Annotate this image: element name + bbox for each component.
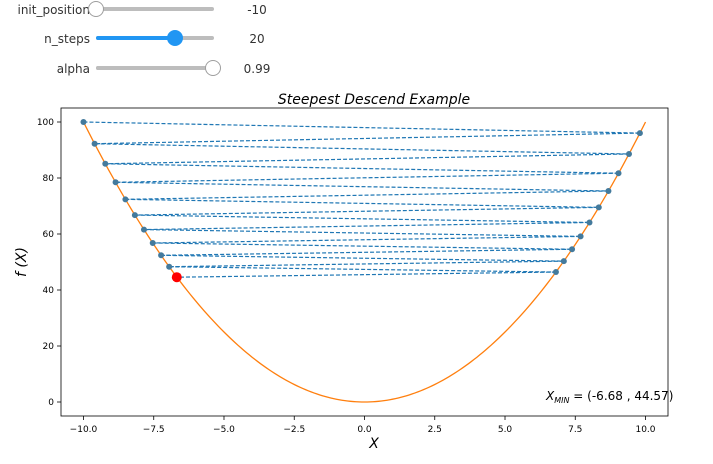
plot-area — [61, 108, 668, 416]
x-tick-label: 7.5 — [568, 425, 582, 435]
slider-alpha: alpha 0.99 — [0, 59, 300, 79]
slider-thumb-n_steps[interactable] — [166, 30, 183, 46]
xmin-annotation-main: X — [545, 389, 555, 403]
path-point — [586, 219, 593, 226]
path-segment — [125, 198, 599, 208]
path-point — [577, 233, 584, 240]
y-tick-label: 0 — [48, 398, 54, 408]
path-segment — [105, 163, 619, 174]
series-path — [80, 119, 643, 281]
path-segment — [115, 181, 609, 192]
path-segment — [125, 190, 609, 200]
chart-title: Steepest Descend Example — [278, 92, 470, 108]
x-tick-label: 2.5 — [428, 425, 442, 435]
slider-track-alpha[interactable] — [96, 60, 221, 76]
slider-value-n_steps: 20 — [249, 32, 265, 46]
xmin-annotation-sub: MIN — [554, 396, 569, 405]
path-point — [131, 212, 138, 219]
path-point — [140, 226, 147, 233]
path-segment — [152, 235, 581, 244]
path-point — [636, 130, 643, 137]
path-segment — [94, 143, 630, 155]
path-segment — [143, 228, 581, 238]
path-segment — [161, 254, 564, 262]
path-segment — [161, 248, 573, 256]
plot-frame — [60, 107, 669, 417]
path-segment — [134, 214, 590, 224]
x-tick-label: −10.0 — [70, 425, 98, 435]
x-tick-label: −7.5 — [143, 425, 165, 435]
path-point — [112, 179, 119, 186]
path-segment — [152, 242, 573, 250]
x-tick-label: −5.0 — [213, 425, 235, 435]
x-tick-label: 10.0 — [635, 425, 655, 435]
xmin-annotation-text: = (-6.68 , 44.57) — [569, 389, 673, 403]
slider-init_position: init_position -10 — [0, 0, 300, 20]
slider-label-n_steps: n_steps — [44, 32, 90, 46]
series-final — [171, 272, 182, 283]
x-tick-label: 5.0 — [498, 425, 513, 435]
path-segment — [143, 221, 590, 231]
path-point — [80, 119, 87, 125]
y-tick-label: 20 — [43, 342, 55, 352]
y-tick-label: 100 — [37, 118, 54, 128]
path-point — [122, 196, 129, 203]
x-axis-label: X — [368, 436, 379, 452]
slider-value-init_position: -10 — [247, 3, 267, 17]
axis-y: 0 20 40 60 80 100 — [37, 118, 61, 408]
y-tick-label: 40 — [43, 286, 55, 296]
x-tick-label: −2.5 — [283, 425, 305, 435]
path-segment — [83, 121, 640, 134]
path-point — [625, 150, 632, 157]
slider-thumb-alpha[interactable] — [204, 60, 221, 76]
path-point — [552, 269, 559, 276]
path-segment — [105, 153, 630, 165]
path-point — [158, 252, 165, 259]
path-point — [166, 263, 173, 270]
path-point — [102, 160, 109, 167]
slider-track-n_steps[interactable] — [96, 30, 214, 46]
slider-fill-alpha — [96, 66, 213, 70]
y-tick-label: 80 — [43, 174, 55, 184]
slider-value-alpha: 0.99 — [243, 62, 271, 76]
path-point — [595, 204, 602, 211]
path-point — [560, 258, 567, 265]
steepest-descent-chart: −10.0 −7.5 −5.0 −2.5 0.0 2.5 5.0 7.5 10.0 0 20 40 6… — [14, 92, 673, 452]
y-tick-label: 60 — [43, 230, 55, 240]
slider-label-alpha: alpha — [56, 62, 90, 76]
slider-label-init_position: init_position — [17, 3, 90, 17]
y-axis-label: f (X) — [14, 247, 30, 277]
path-point — [615, 170, 622, 177]
path-point — [569, 246, 576, 253]
x-tick-label: 0.0 — [357, 425, 372, 435]
slider-thumb-init_position[interactable] — [88, 1, 104, 17]
path-point — [91, 140, 98, 147]
path-segment — [176, 271, 556, 278]
xmin-annotation: XMIN = (-6.68 , 44.57) — [545, 389, 673, 405]
slider-fill-n_steps — [96, 36, 175, 40]
axis-x: −10.0 −7.5 −5.0 −2.5 0.0 2.5 5.0 7.5 10.0 — [70, 416, 656, 435]
path-segment — [94, 132, 640, 145]
slider-track-init_position[interactable] — [88, 1, 214, 17]
path-segment — [134, 206, 599, 216]
path-point — [149, 239, 156, 246]
path-point — [605, 187, 612, 194]
path-segment — [169, 266, 556, 273]
slider-n_steps: n_steps 20 — [0, 29, 300, 49]
final-point — [171, 272, 182, 283]
